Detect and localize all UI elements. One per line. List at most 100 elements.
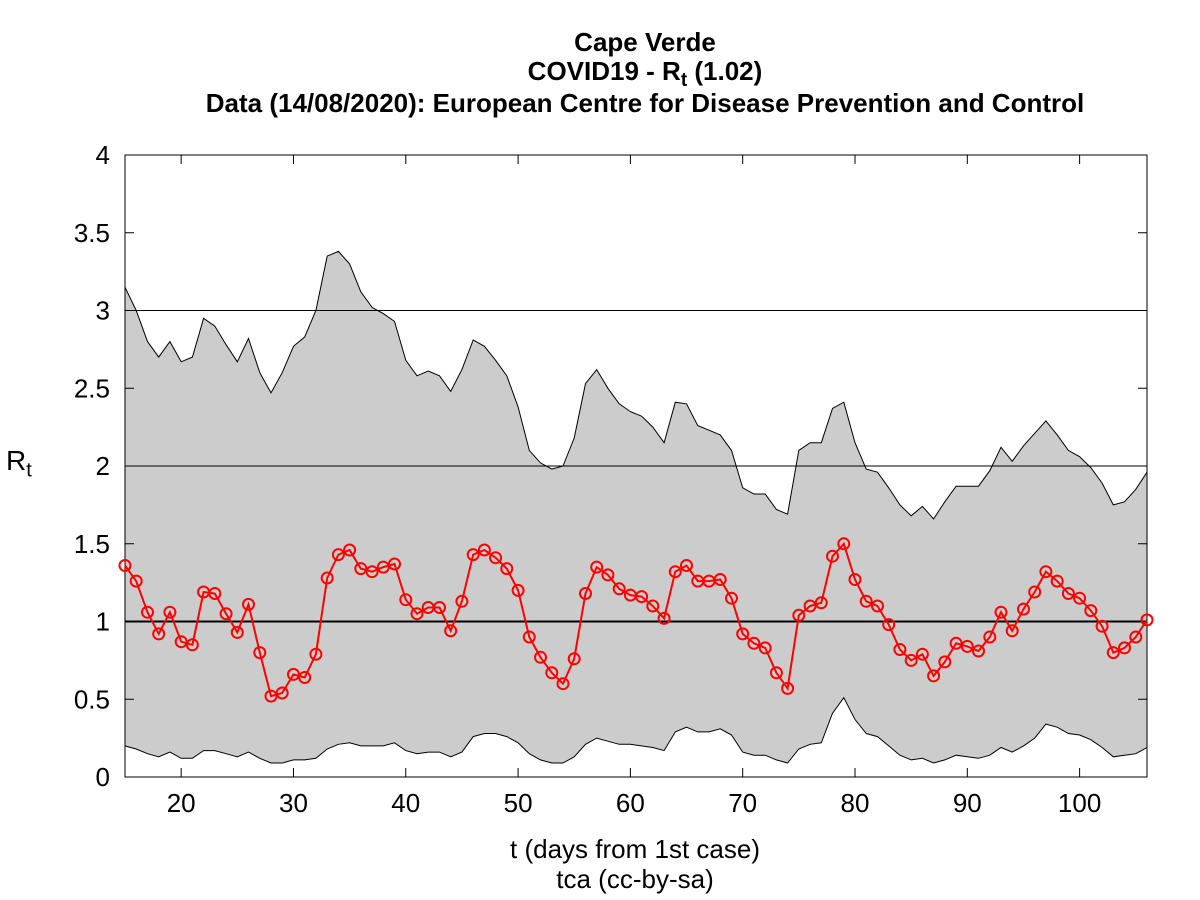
rt-data-point [803,599,817,613]
x-tick-label: 100 [1058,788,1101,818]
rt-data-point [185,638,199,652]
rt-data-point [444,624,458,638]
rt-data-point [747,636,761,650]
rt-data-point [1061,587,1075,600]
rt-data-point [601,568,615,582]
rt-data-point [298,671,312,684]
rt-data-point [1005,624,1019,638]
rt-data-point [320,571,334,585]
x-tick-label: 40 [391,788,420,818]
rt-data-point [1129,630,1143,644]
rt-data-point [725,591,738,605]
rt-data-point [331,548,345,562]
rt-data-point [635,590,649,604]
rt-data-point [1140,613,1154,627]
rt-data-point [275,686,289,700]
x-tick-label: 60 [616,788,645,818]
rt-data-point [590,560,604,574]
rt-data-point [882,618,896,632]
x-axis-label: t (days from 1st case) [510,834,760,864]
rt-data-point [354,562,368,576]
y-tick-label: 1.5 [74,529,110,559]
rt-data-point [545,666,559,680]
rt-data-point [1073,591,1087,605]
rt-data-point [163,605,177,619]
rt-data-point [489,551,503,565]
chart-title-metric: COVID19 - Rt (1.02) [0,56,1200,92]
rt-data-point [534,650,547,664]
y-tick-label: 4 [96,140,110,170]
y-tick-label: 1 [96,607,110,637]
rt-data-point [477,543,491,557]
y-tick-label: 0.5 [74,684,110,714]
rt-data-point [433,601,446,614]
chart-title-metric-suffix: (1.02) [687,56,763,86]
rt-data-point [814,596,828,610]
chart-title-country: Cape Verde [574,27,716,57]
y-tick-label: 0 [96,762,110,792]
rt-data-point [1118,641,1131,655]
rt-data-point [399,593,413,607]
x-tick-label: 70 [728,788,757,818]
rt-data-point [915,647,929,661]
rt-data-point [1050,574,1064,588]
rt-data-point [500,562,514,576]
rt-data-point [522,630,536,644]
x-tick-label: 20 [167,788,196,818]
x-tick-label: 80 [841,788,870,818]
rt-data-point [152,627,166,641]
y-axis-label-main: R [6,445,27,476]
rt-data-point [455,594,469,608]
rt-data-point [242,597,255,611]
rt-data-point [1106,646,1120,660]
rt-data-point [904,653,918,667]
rt-data-point [388,557,401,571]
chart-title-metric-sub: t [680,70,688,91]
rt-data-point [1017,602,1030,616]
rt-data-point [579,587,592,600]
rt-data-point [556,677,570,691]
rt-data-point [1028,585,1042,599]
rt-data-point [983,630,997,644]
rt-data-point [972,644,985,658]
chart-title-source: Data (14/08/2020): European Centre for D… [205,88,1085,118]
x-tick-label: 90 [953,788,982,818]
y-tick-label: 2.5 [74,373,110,403]
rt-data-point [410,607,424,621]
rt-data-point [859,594,873,608]
rt-data-point [826,549,839,563]
y-tick-label: 3.5 [74,218,110,248]
rt-data-point [1095,619,1109,633]
y-tick-label: 3 [96,296,110,326]
y-axis-label: Rt [6,445,32,483]
rt-data-point [837,537,851,551]
rt-data-point [129,574,143,588]
confidence-band [125,251,1147,763]
rt-data-point [208,587,222,600]
band-upper-edge [124,250,1148,520]
rt-data-point [141,605,154,619]
rt-data-point [960,639,974,653]
y-axis-label-sub: t [26,459,32,482]
rt-data-point [511,583,525,597]
chart-title-block: Cape Verde COVID19 - Rt (1.02) Data (14/… [0,28,1200,118]
rt-data-point [893,643,907,656]
rt-data-point [871,599,884,613]
rt-data-point [736,627,750,641]
rt-data-point [927,669,941,683]
rt-data-point [567,652,581,666]
rt-data-point [118,559,132,572]
rt-data-point [994,605,1008,619]
credit-label: tca (cc-by-sa) [556,864,714,894]
rt-data-point [792,608,806,622]
rt-data-point [612,582,626,596]
x-tick-label: 30 [279,788,308,818]
rt-data-point [343,543,357,557]
rt-data-point [219,607,233,621]
rt-data-point [848,573,862,586]
rt-data-point [230,625,244,639]
rt-data-point [680,559,693,572]
rt-data-point [365,565,379,579]
rt-data-point [713,573,727,586]
rt-data-point [781,681,795,695]
